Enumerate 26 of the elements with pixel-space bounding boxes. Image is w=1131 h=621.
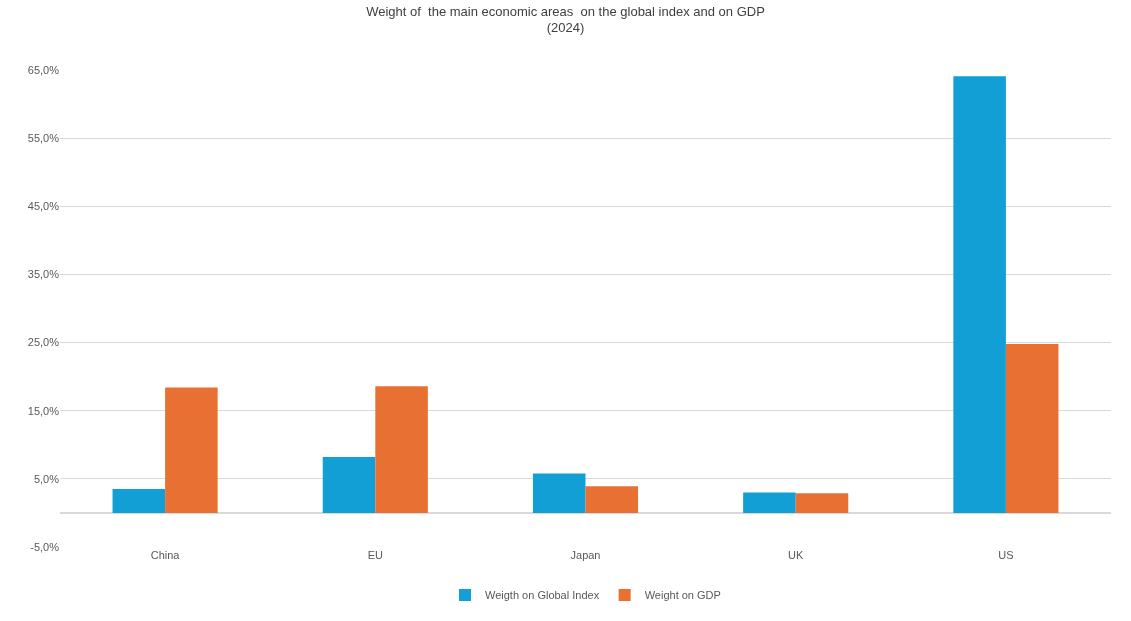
- bar: [322, 457, 376, 513]
- legend-label: Weight on GDP: [644, 589, 721, 602]
- y-tick-label: 65,0%: [27, 63, 60, 76]
- bar: [953, 76, 1006, 513]
- y-tick-label: 15,0%: [27, 404, 60, 417]
- bar: [743, 492, 796, 513]
- bar: [165, 387, 218, 513]
- y-tick-label: -5,0%: [30, 540, 60, 553]
- bar: [1005, 343, 1059, 513]
- x-tick-label: EU: [367, 549, 383, 561]
- x-tick-label: UK: [788, 549, 804, 561]
- x-tick-label: US: [998, 549, 1014, 561]
- bar: [532, 473, 586, 513]
- x-tick-label: Japan: [570, 549, 601, 561]
- y-tick-label: 25,0%: [27, 336, 60, 349]
- y-tick-label: 45,0%: [27, 200, 60, 213]
- bar: [585, 486, 639, 513]
- y-tick-label: 5,0%: [33, 472, 60, 485]
- x-tick-label: China: [150, 549, 181, 561]
- bar: [112, 489, 166, 513]
- chart-title: Weight of the main economic areas on the global index and on GDP (2024): [366, 3, 765, 36]
- y-tick-label: 35,0%: [27, 268, 60, 281]
- bar: [795, 493, 849, 513]
- legend-label: Weigth on Global Index: [485, 589, 600, 602]
- y-tick-label: 55,0%: [27, 131, 60, 144]
- bar: [375, 386, 428, 513]
